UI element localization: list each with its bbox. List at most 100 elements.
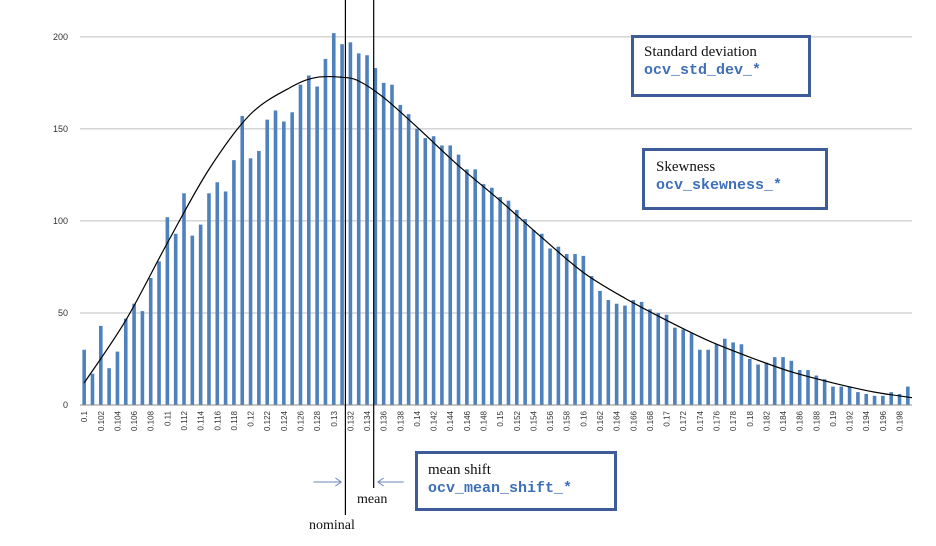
bar <box>631 300 636 405</box>
x-tick-label: 0.114 <box>197 410 206 430</box>
mean-shift-label: mean shift <box>428 462 491 478</box>
x-tick-label: 0.118 <box>230 410 239 430</box>
bar <box>581 255 586 405</box>
skewness-label: Skewness <box>656 159 716 175</box>
bar <box>573 254 577 405</box>
x-tick-label: 0.126 <box>296 410 305 431</box>
x-tick-label: 0.142 <box>430 410 439 431</box>
x-tick-label: 0.172 <box>679 410 688 431</box>
bar <box>232 160 236 405</box>
bar <box>714 344 719 405</box>
x-tick-label: 0.192 <box>846 410 855 431</box>
x-tick-label: 0.158 <box>563 410 572 431</box>
bar <box>839 386 844 405</box>
bar <box>614 303 619 405</box>
bar <box>606 300 611 405</box>
x-tick-label: 0.136 <box>380 410 389 431</box>
x-tick-label: 0.17 <box>663 410 672 426</box>
bar <box>556 246 561 405</box>
x-tick-label: 0.156 <box>546 410 555 431</box>
bar <box>82 349 86 405</box>
x-tick-label: 0.182 <box>762 410 771 431</box>
skewness-callout: Skewness ocv_skewness_* <box>642 148 828 210</box>
x-tick-label: 0.132 <box>346 410 355 431</box>
bars <box>82 33 910 406</box>
bar <box>307 75 311 406</box>
mean-shift-callout: mean shift ocv_mean_shift_* <box>415 451 617 511</box>
bar <box>539 233 544 405</box>
std-dev-label: Standard deviation <box>644 44 757 60</box>
bar <box>140 311 145 405</box>
bar <box>656 312 661 405</box>
x-tick-label: 0.112 <box>180 410 189 430</box>
bar <box>598 290 602 405</box>
bar <box>348 42 353 405</box>
bar <box>564 254 569 405</box>
bar <box>498 196 502 405</box>
bar <box>398 104 403 405</box>
bar <box>681 329 685 405</box>
bar <box>764 362 769 405</box>
bar <box>431 136 436 405</box>
bar <box>356 53 361 406</box>
bar <box>240 115 245 406</box>
bar <box>731 342 735 405</box>
bar <box>772 357 777 405</box>
x-tick-label: 0.106 <box>130 410 139 431</box>
std-dev-code: ocv_std_dev_* <box>644 62 762 79</box>
x-tick-label: 0.108 <box>147 410 156 431</box>
bar <box>282 121 286 405</box>
x-tick-label: 0.18 <box>746 410 755 426</box>
mean-shift-code: ocv_mean_shift_* <box>428 480 573 497</box>
x-tick-label: 0.184 <box>779 410 788 431</box>
x-tick-label: 0.176 <box>712 410 721 431</box>
bar <box>847 386 852 405</box>
bar <box>856 392 860 405</box>
x-tick-label: 0.146 <box>463 410 472 431</box>
x-tick-label: 0.19 <box>829 410 838 426</box>
x-tick-label: 0.1 <box>80 410 89 422</box>
x-tick-label: 0.198 <box>896 410 905 431</box>
bar <box>523 219 527 405</box>
x-tick-label: 0.122 <box>263 410 272 431</box>
bar <box>132 303 136 405</box>
x-tick-label: 0.12 <box>247 410 256 426</box>
bar <box>698 349 702 405</box>
x-tick-label: 0.168 <box>646 410 655 431</box>
fit-curve-group <box>83 75 913 399</box>
bar <box>173 233 178 405</box>
x-tick-label: 0.128 <box>313 410 322 431</box>
bar <box>490 187 494 405</box>
bar <box>897 393 902 405</box>
bar <box>814 375 819 405</box>
x-tick-label: 0.178 <box>729 410 738 431</box>
bar <box>290 112 294 405</box>
x-tick-label: 0.166 <box>629 410 638 431</box>
bar <box>481 184 486 405</box>
x-tick-label: 0.134 <box>363 410 372 431</box>
bar <box>906 386 910 405</box>
x-tick-label: 0.14 <box>413 410 422 426</box>
bar <box>390 84 394 405</box>
bar <box>323 58 328 406</box>
bar <box>456 154 461 405</box>
fit-curve <box>83 75 913 399</box>
bar <box>315 86 319 405</box>
bar <box>257 150 261 405</box>
bar <box>115 351 120 405</box>
bar <box>248 158 253 405</box>
bar <box>415 128 419 405</box>
bar <box>215 182 220 405</box>
bar <box>881 395 885 405</box>
bar <box>781 357 785 405</box>
x-tick-label: 0.164 <box>613 410 622 431</box>
bar <box>648 309 652 405</box>
bar <box>506 200 511 405</box>
bar <box>223 191 228 405</box>
x-tick-label: 0.16 <box>579 410 588 426</box>
bar <box>673 327 677 405</box>
x-tick-label: 0.124 <box>280 410 289 431</box>
bar <box>340 44 344 405</box>
bar <box>797 370 802 405</box>
axes: 0 50 100 150 200 0.1 0.102 0.104 0.106 0.108 0.11 0… <box>53 32 912 431</box>
